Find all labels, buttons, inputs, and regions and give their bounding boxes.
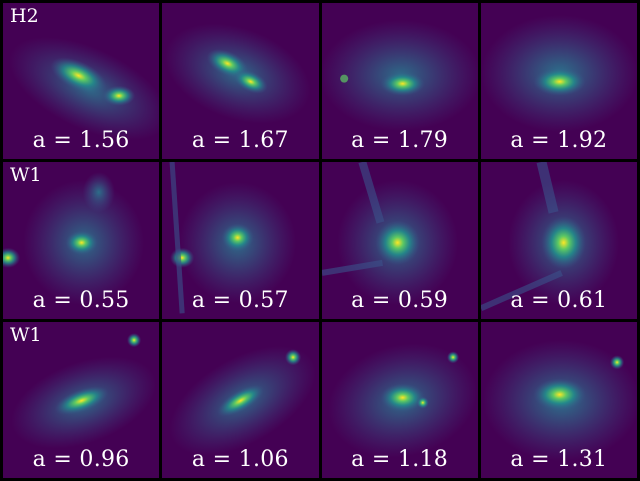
panel-row1-col4: a = 1.92 <box>480 3 637 160</box>
density-map <box>169 162 297 314</box>
scale-factor-caption: a = 1.67 <box>191 128 289 154</box>
panel-row1-col3: a = 1.79 <box>321 3 478 160</box>
scale-factor-caption: a = 1.06 <box>191 446 289 472</box>
panel-row2-col4: a = 0.61 <box>480 162 637 319</box>
density-map <box>480 162 619 312</box>
density-map <box>321 162 458 306</box>
density-map <box>165 23 311 124</box>
scale-factor-caption: a = 1.56 <box>32 128 130 154</box>
density-map <box>9 37 160 141</box>
scale-factor-caption: a = 1.92 <box>510 128 608 154</box>
density-map <box>321 20 478 132</box>
scale-factor-caption: a = 1.79 <box>351 128 449 154</box>
panel-row2-col2: a = 0.57 <box>162 162 319 319</box>
scale-factor-caption: a = 1.18 <box>351 446 449 472</box>
density-map <box>11 332 157 449</box>
scale-factor-caption: a = 0.57 <box>191 287 289 313</box>
density-map <box>327 343 477 458</box>
panel-row2-col1: W1 a = 0.55 <box>3 162 160 319</box>
scale-factor-caption: a = 0.59 <box>351 287 449 313</box>
scale-factor-caption: a = 0.55 <box>32 287 130 313</box>
panel-row3-col3: a = 1.18 <box>321 321 478 478</box>
row-label: H2 <box>10 5 39 27</box>
panel-row3-col1: W1 a = 0.96 <box>3 321 160 478</box>
panel-row3-col4: a = 1.31 <box>480 321 637 478</box>
density-map <box>169 345 316 455</box>
scale-factor-caption: a = 0.96 <box>32 446 130 472</box>
row-label: W1 <box>10 323 42 346</box>
panel-row1-col1: H2 a = 1.56 <box>3 3 160 160</box>
scale-factor-caption: a = 0.61 <box>510 287 608 313</box>
panel-row2-col3: a = 0.59 <box>321 162 478 319</box>
panel-row1-col2: a = 1.67 <box>162 3 319 160</box>
panel-row3-col2: a = 1.06 <box>162 321 319 478</box>
density-map <box>480 15 637 133</box>
density-map <box>482 339 637 461</box>
density-map <box>3 172 145 306</box>
scale-factor-caption: a = 1.31 <box>510 446 608 472</box>
row-label: W1 <box>10 164 42 187</box>
